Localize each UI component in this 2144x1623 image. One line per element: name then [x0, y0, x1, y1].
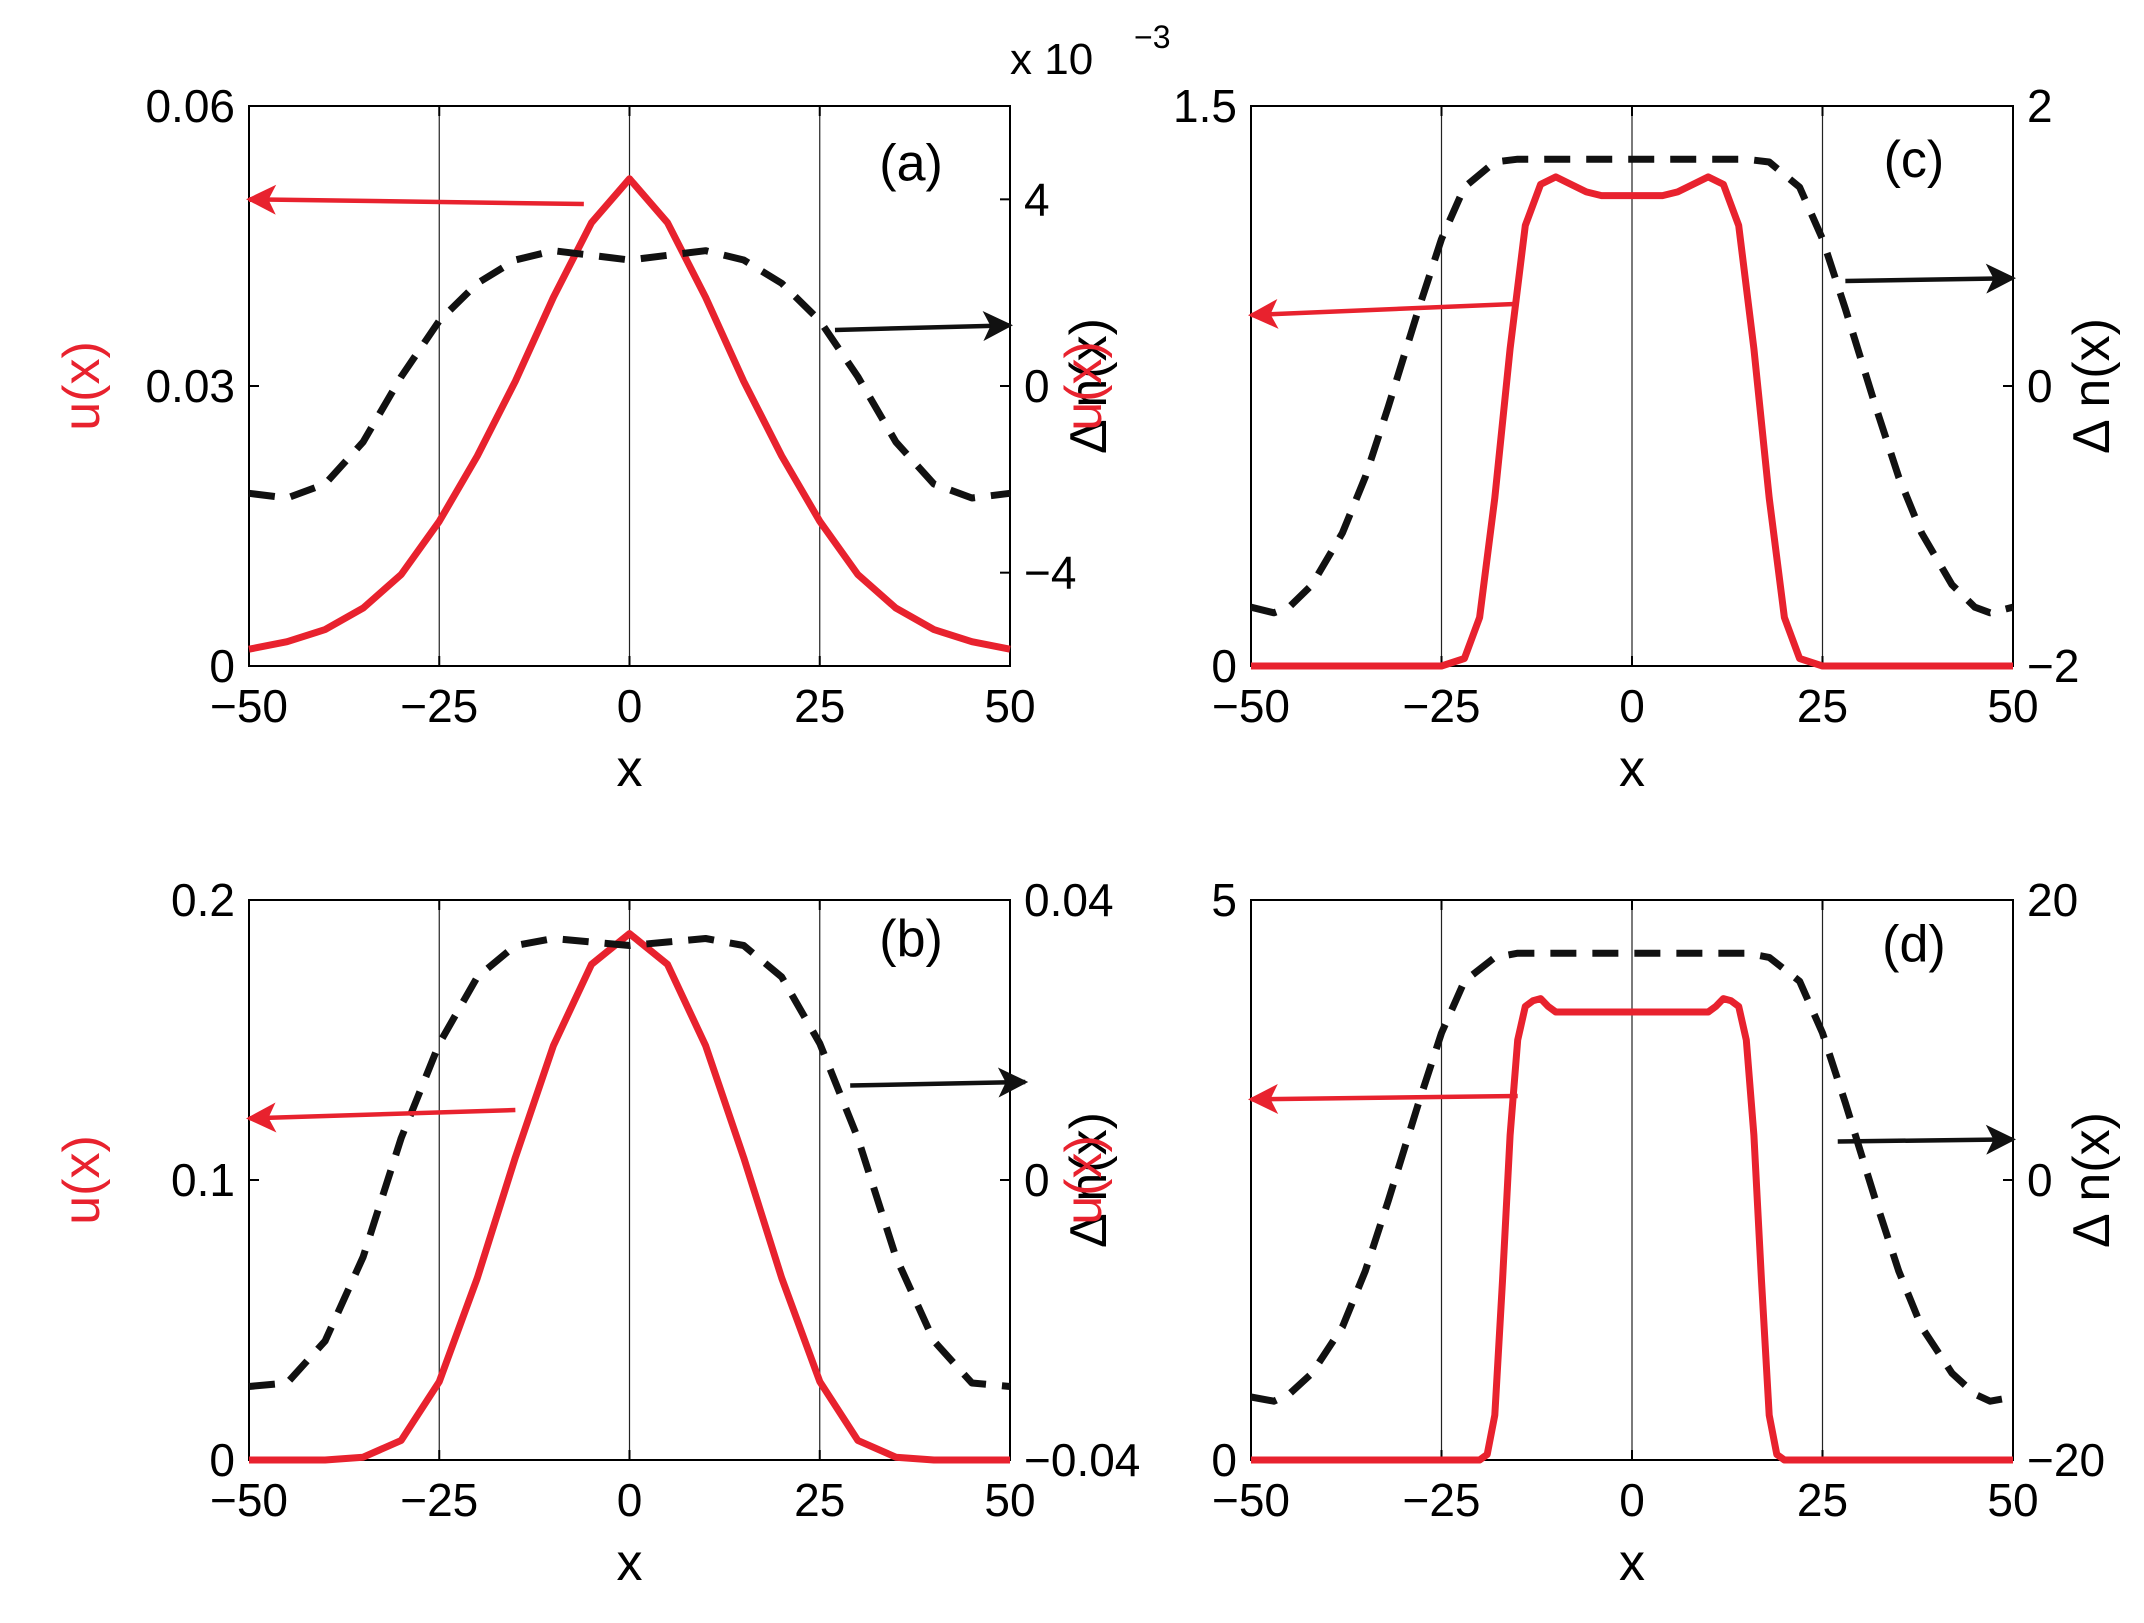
series-u-line: [248, 175, 1011, 653]
x-tick-label: −50: [1212, 1474, 1290, 1526]
x-axis-label: x: [617, 740, 643, 798]
x-tick-label: −25: [1402, 680, 1480, 732]
y-left-tick-label: 0.03: [145, 360, 235, 412]
x-tick-label: 0: [1619, 680, 1645, 732]
y-left-tick-label: 0.1: [171, 1154, 235, 1206]
y-right-tick-label: −20: [2027, 1434, 2105, 1486]
series-dn-line: [248, 935, 1011, 1390]
x-tick-label: −25: [400, 1474, 478, 1526]
y-left-axis-label: u(x): [1055, 1135, 1113, 1225]
x-tick-label: 25: [1797, 680, 1848, 732]
y-left-tick-label: 0.06: [145, 80, 235, 132]
x-tick-label: 0: [617, 1474, 643, 1526]
x-tick-label: 25: [794, 680, 845, 732]
y-left-tick-label: 1.5: [1173, 80, 1237, 132]
x-tick-label: 50: [1987, 1474, 2038, 1526]
y-left-axis-label: u(x): [1055, 341, 1113, 431]
x-axis-label: x: [1619, 1534, 1645, 1592]
x-axis-label: x: [1619, 740, 1645, 798]
x-tick-label: 0: [1619, 1474, 1645, 1526]
series-u-line: [1251, 173, 2013, 670]
y-right-tick-label: −4: [1024, 547, 1076, 599]
y-right-axis-label: Δ n(x): [2063, 1112, 2121, 1248]
panel-label: (d): [1882, 916, 1946, 974]
y-left-tick-label: 0: [209, 1434, 235, 1486]
x-tick-label: −25: [400, 680, 478, 732]
y-left-tick-label: 0.2: [171, 874, 235, 926]
panel-label: (c): [1884, 131, 1945, 189]
y-left-tick-label: 0: [1211, 640, 1237, 692]
y-right-exponent: x 10: [1010, 35, 1093, 84]
arrow-to-right-axis: [1837, 1124, 2016, 1155]
x-tick-label: 50: [1987, 680, 2038, 732]
arrow-to-right-axis: [834, 311, 1013, 342]
arrow-to-left-axis: [1248, 298, 1518, 329]
arrow-to-left-axis: [246, 184, 584, 215]
arrow-to-right-axis: [850, 1067, 1029, 1098]
x-axis-label: x: [617, 1534, 643, 1592]
x-tick-label: −50: [210, 1474, 288, 1526]
x-tick-label: 50: [984, 680, 1035, 732]
series-u-line: [249, 930, 1010, 1464]
x-tick-label: −50: [210, 680, 288, 732]
y-left-axis-label: u(x): [53, 341, 111, 431]
y-right-tick-label: −0.04: [1024, 1434, 1140, 1486]
x-tick-label: 25: [1797, 1474, 1848, 1526]
y-right-tick-label: 20: [2027, 874, 2078, 926]
y-right-tick-label: 4: [1024, 173, 1050, 225]
y-left-tick-label: 0: [1211, 1434, 1237, 1486]
x-tick-label: 25: [794, 1474, 845, 1526]
y-right-tick-label: 0: [2027, 360, 2053, 412]
y-left-axis-label: u(x): [53, 1135, 111, 1225]
y-right-tick-label: 0: [1024, 360, 1050, 412]
series-dn-line: [1250, 949, 2014, 1405]
y-right-tick-label: 0: [1024, 1154, 1050, 1206]
arrow-to-left-axis: [1248, 1084, 1518, 1115]
y-left-tick-label: 0: [209, 640, 235, 692]
series-dn-line: [1250, 155, 2014, 617]
x-tick-label: −50: [1212, 680, 1290, 732]
arrow-to-right-axis: [1845, 263, 2016, 294]
panel-label: (a): [879, 135, 943, 193]
y-right-axis-label: Δ n(x): [1060, 318, 1118, 454]
y-right-tick-label: 0.04: [1024, 874, 1114, 926]
y-right-tick-label: 2: [2027, 80, 2053, 132]
x-tick-label: −25: [1402, 1474, 1480, 1526]
x-tick-label: 50: [984, 1474, 1035, 1526]
y-right-tick-label: 0: [2027, 1154, 2053, 1206]
series-u-line: [1251, 995, 2013, 1464]
arrow-to-left-axis: [246, 1102, 516, 1133]
panel-label: (b): [879, 910, 943, 968]
y-right-axis-label: Δ n(x): [2063, 318, 2121, 454]
y-right-tick-label: −2: [2027, 640, 2079, 692]
y-right-exponent-power: −3: [1134, 19, 1170, 55]
y-left-tick-label: 5: [1211, 874, 1237, 926]
y-right-axis-label: Δ n(x): [1060, 1112, 1118, 1248]
x-tick-label: 0: [617, 680, 643, 732]
